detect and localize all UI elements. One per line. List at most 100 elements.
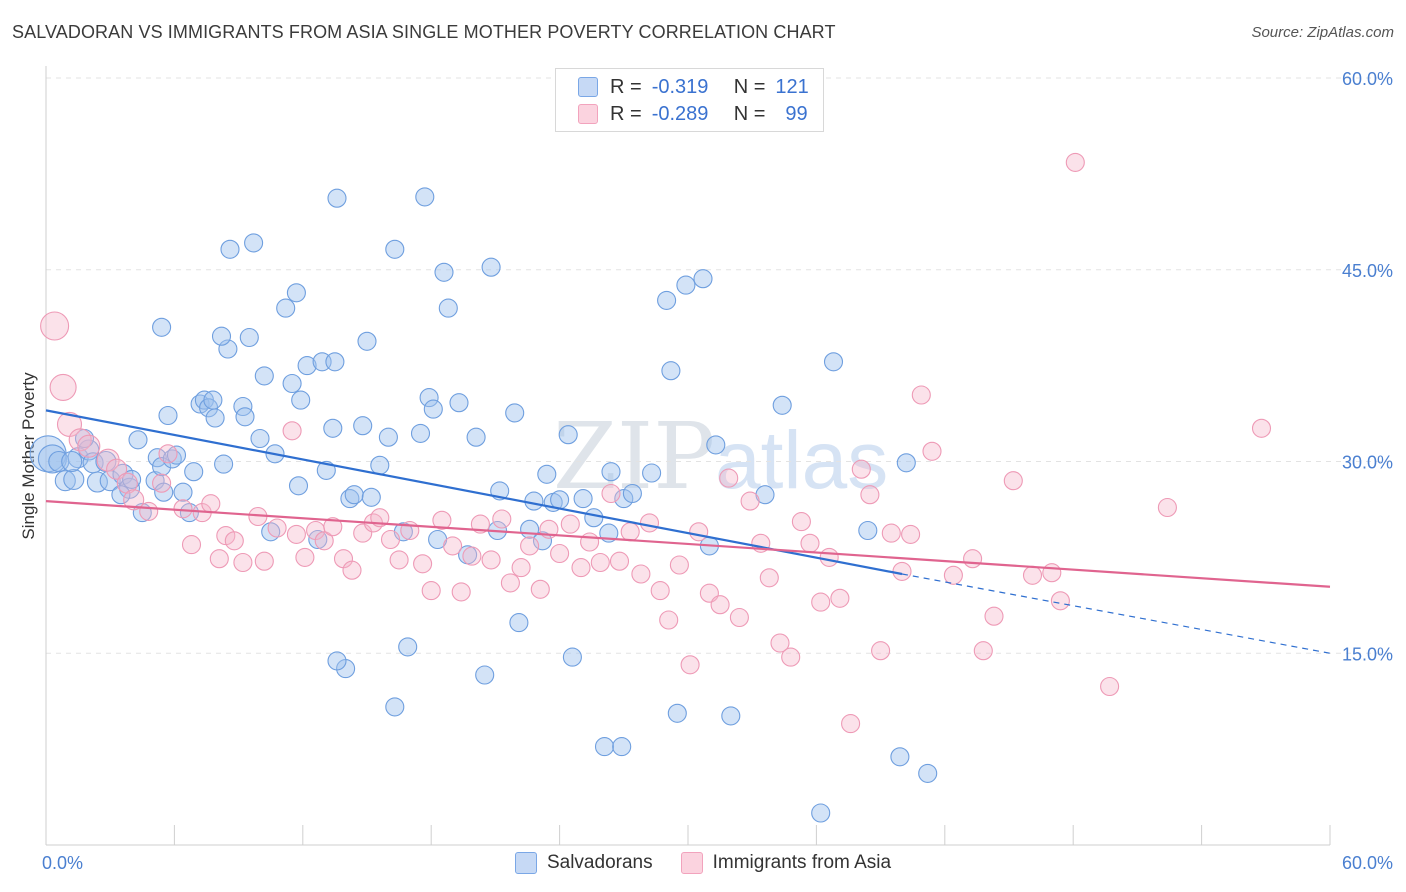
- salvadoran-point: [573, 489, 593, 509]
- salvadoran-point: [211, 326, 232, 346]
- immigrants-from-asia-point: [560, 514, 580, 534]
- salvadoran-point: [612, 737, 632, 757]
- legend-row-immigrants-from-asia: R = -0.289 N = 99: [578, 102, 808, 126]
- salvadoran-point: [823, 352, 844, 372]
- immigrants-from-asia-point: [881, 523, 901, 543]
- salvadoran-point: [173, 482, 193, 502]
- legend-item-salvadorans: Salvadorans: [514, 852, 653, 874]
- immigrants-from-asia-point: [580, 532, 600, 552]
- salvadoran-point: [423, 399, 443, 419]
- salvadoran-point: [550, 490, 570, 510]
- salvadoran-point: [449, 393, 469, 413]
- salvadoran-point: [184, 462, 204, 482]
- immigrants-from-asia-point: [380, 529, 401, 550]
- immigrants-from-asia-point: [530, 579, 550, 599]
- immigrants-from-asia-point: [609, 551, 630, 571]
- salvadoran-point: [466, 427, 486, 447]
- immigrants-from-asia-point: [963, 549, 983, 569]
- series-legend: Salvadorans Immigrants from Asia: [0, 852, 1406, 874]
- salvadoran-point: [562, 647, 582, 667]
- immigrants-from-asia-point: [49, 373, 77, 401]
- salvadoran-point: [353, 416, 373, 436]
- salvadoran-point: [325, 352, 345, 372]
- immigrants-from-asia-point: [860, 485, 880, 505]
- salvadoran-point: [111, 485, 131, 505]
- salvadoran-point: [286, 283, 306, 303]
- immigrants-from-asia-point: [451, 582, 471, 602]
- immigrants-from-asia-point: [432, 510, 452, 530]
- legend-n-value: 99: [785, 102, 808, 125]
- source-label: Source: ZipAtlas.com: [1251, 24, 1394, 41]
- salvadoran-point: [385, 697, 405, 717]
- x-tick-labels: 0.0% 60.0%: [42, 853, 1393, 873]
- salvadoran-point: [706, 435, 726, 455]
- salvadoran-point: [361, 487, 381, 507]
- immigrants-from-asia-point: [639, 513, 660, 533]
- salvadoran-point: [642, 463, 662, 483]
- immigrants-from-asia-point: [892, 561, 912, 581]
- salvadoran-point: [532, 531, 553, 551]
- watermark-zip: ZIP: [553, 403, 715, 510]
- immigrants-from-asia-point: [282, 421, 302, 441]
- immigrants-from-asia-point: [77, 434, 101, 458]
- immigrants-from-asia-point: [631, 564, 651, 584]
- salvadoran-point: [239, 327, 259, 348]
- immigrants-from-asia-point: [421, 581, 441, 601]
- salvadoran-point: [327, 651, 347, 671]
- salvadoran-point: [601, 462, 621, 482]
- salvadoran-point: [890, 747, 910, 767]
- salvadoran-point: [584, 508, 604, 528]
- salvadoran-point: [410, 423, 431, 443]
- salvadoran-point: [811, 803, 831, 823]
- immigrants-from-asia-point: [590, 552, 610, 573]
- immigrants-from-asia-point: [943, 565, 963, 585]
- salvadoran-point: [254, 366, 274, 386]
- salvadoran-point: [357, 331, 377, 351]
- legend-label-salvadorans: Salvadorans: [546, 852, 653, 873]
- salvadoran-point: [524, 491, 544, 511]
- immigrants-from-asia-point: [759, 568, 779, 588]
- salvadoran-point: [419, 388, 439, 408]
- salvadoran-point: [291, 390, 311, 410]
- immigrants-from-asia-point: [1100, 676, 1120, 697]
- y-tick-label: 30.0%: [1342, 453, 1393, 473]
- immigrants-from-asia-point: [1050, 591, 1070, 611]
- salvadoran-point: [152, 317, 172, 337]
- immigrants-from-asia-point: [470, 514, 490, 534]
- immigrants-from-asia-point: [719, 468, 739, 488]
- legend-n-value: 121: [775, 75, 809, 98]
- immigrants-from-asia-point: [1022, 565, 1043, 585]
- y-tick-label: 15.0%: [1342, 644, 1393, 664]
- salvadoran-point: [918, 763, 938, 783]
- immigrants-from-asia-point: [123, 489, 145, 511]
- immigrants-from-asia-point: [973, 641, 993, 661]
- salvadoran-point: [370, 455, 390, 475]
- salvadoran-point: [594, 737, 615, 757]
- immigrants-from-asia-point: [922, 441, 942, 461]
- salvadoran-point: [128, 430, 148, 450]
- legend-swatch-immigrants-from-asia: [578, 104, 598, 124]
- salvadoran-point: [54, 470, 76, 492]
- legend-r-label: R =: [610, 75, 642, 98]
- immigrants-from-asia-point: [233, 552, 253, 573]
- salvadoran-point: [721, 706, 741, 726]
- legend-label-immigrants-from-asia: Immigrants from Asia: [712, 852, 892, 873]
- immigrants-from-asia-point: [314, 531, 334, 551]
- x-tick-label: 0.0%: [42, 853, 83, 873]
- immigrants-from-asia-point: [1042, 563, 1062, 583]
- salvadoran-point: [61, 450, 83, 473]
- immigrants-from-asia-point: [901, 524, 921, 544]
- immigrants-from-asia-point: [650, 581, 670, 601]
- immigrants-from-asia-point: [152, 473, 172, 493]
- immigrants-from-asia-point: [443, 536, 463, 556]
- salvadoran-point: [438, 298, 458, 318]
- salvadoran-point: [434, 262, 454, 282]
- legend-r-value: -0.289: [651, 102, 709, 125]
- immigrants-from-asia-trend-line: [45, 500, 1331, 588]
- salvadoran-point: [481, 257, 501, 277]
- salvadorans-points: [29, 187, 938, 823]
- legend-r-label: R =: [610, 102, 642, 125]
- salvadoran-point: [282, 373, 302, 394]
- salvadoran-point: [676, 275, 696, 295]
